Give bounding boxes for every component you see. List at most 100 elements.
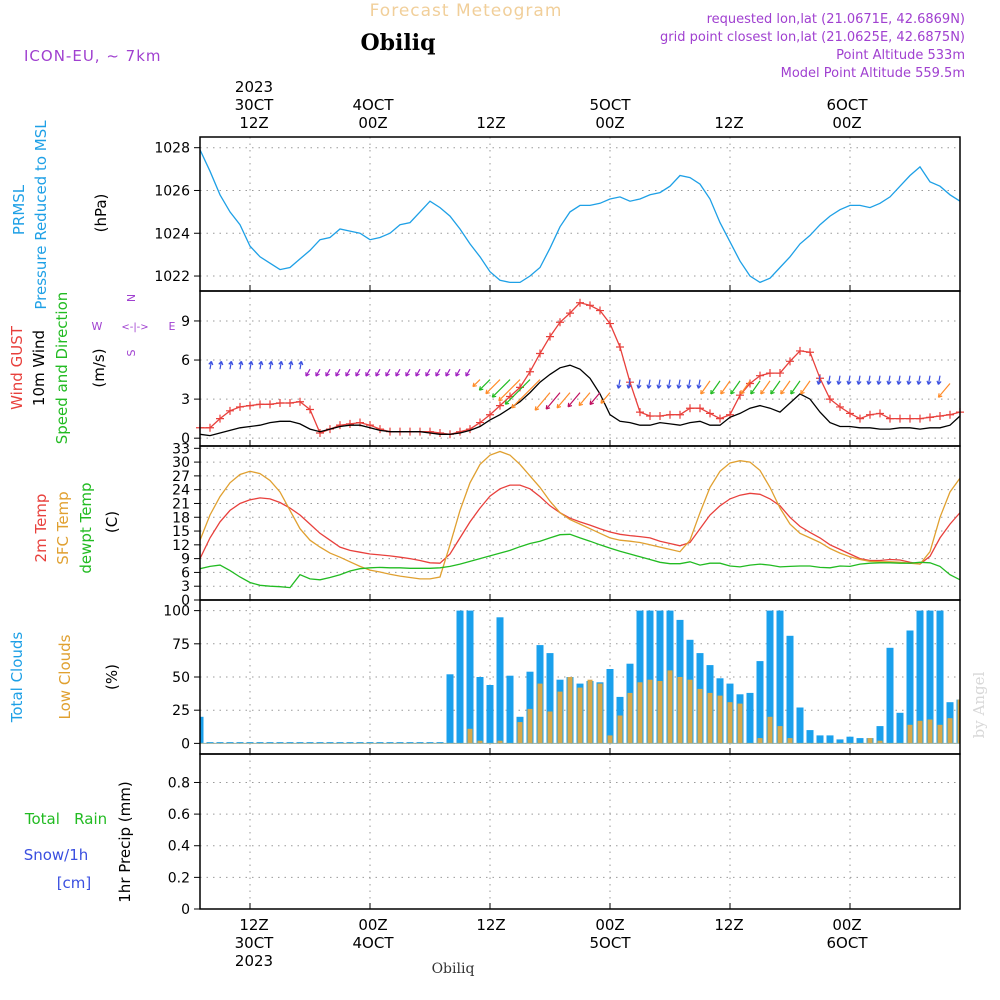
gust-point — [916, 414, 924, 423]
low-cloud-bar — [477, 740, 483, 744]
total-cloud-bar — [226, 742, 234, 744]
gust-point — [696, 404, 704, 413]
total-cloud-bar — [826, 735, 834, 744]
total-cloud-bar — [236, 742, 244, 744]
total-cloud-bar — [546, 653, 554, 744]
low-cloud-bar — [567, 677, 573, 744]
y-tick-label: 27 — [172, 469, 190, 485]
wind-direction-arrow — [478, 379, 491, 391]
total-cloud-bar — [426, 742, 434, 744]
wind-direction-arrow — [730, 380, 741, 395]
total-cloud-bar — [396, 742, 404, 744]
y-tick-label: 9 — [181, 314, 190, 330]
total-cloud-bar — [316, 742, 324, 744]
panel-frames: 1022102410261028036903691215182124273033… — [154, 136, 961, 918]
wind-direction-arrow — [375, 368, 381, 377]
top-label-5-hour: 12Z — [714, 114, 743, 132]
low-cloud-bar — [707, 692, 713, 744]
total-cloud-bar — [926, 610, 934, 744]
total-cloud-bar — [876, 726, 884, 744]
top-label-6-hour: 00Z — [832, 114, 861, 132]
gust-point — [606, 319, 614, 328]
gust-point — [926, 413, 934, 422]
wind-direction-arrow — [268, 360, 274, 370]
compass-rose: N S W E <-|-> — [92, 294, 176, 357]
wind-direction-arrow — [826, 375, 832, 385]
low-cloud-bar — [577, 687, 583, 744]
wind-direction-arrow — [666, 379, 672, 389]
wind-direction-arrow — [700, 380, 711, 395]
low-cloud-bar — [587, 679, 593, 744]
y-tick-label: 33 — [172, 441, 190, 457]
wind-direction-arrow — [315, 368, 321, 377]
series-line-dewpt-temp — [200, 533, 960, 589]
bottom-label-6-date: 6OCT — [827, 934, 869, 952]
wind-direction-arrow — [676, 379, 682, 389]
total-cloud-bar — [336, 742, 344, 744]
gust-point — [246, 401, 254, 410]
y-tick-label: 0 — [181, 902, 190, 918]
low-cloud-bar — [557, 691, 563, 744]
compass-w: W — [92, 320, 103, 333]
low-cloud-bar — [527, 708, 533, 744]
wind-direction-arrow — [937, 383, 951, 398]
bottom-label-1-hour: 12Z — [239, 916, 268, 934]
wind-direction-arrow — [626, 379, 632, 389]
y-tick-label: 1028 — [154, 141, 190, 157]
total-cloud-bar — [466, 610, 474, 744]
low-cloud-bar — [637, 682, 643, 744]
wind-direction-arrow — [656, 379, 662, 389]
wind-direction-arrow — [936, 375, 942, 385]
wind-direction-arrow — [556, 392, 571, 409]
t2m-label: 2m Temp — [32, 494, 50, 563]
cloud-unit: (%) — [103, 664, 121, 690]
gust-point — [586, 301, 594, 310]
gust-point — [346, 419, 354, 428]
wind-unit: (m/s) — [90, 348, 108, 387]
plot-layer — [196, 149, 964, 744]
wind-direction-arrow — [325, 368, 331, 377]
wind-direction-arrow — [335, 368, 341, 377]
total-cloud-bar — [856, 738, 864, 744]
gust-point — [756, 371, 764, 380]
wind-direction-arrow — [425, 368, 431, 377]
y-tick-label: 0.6 — [168, 807, 190, 823]
total-cloud-bar — [506, 675, 514, 744]
gust-point — [336, 421, 344, 430]
rain-label: Total Rain — [24, 810, 107, 828]
total-cloud-bar — [486, 685, 494, 744]
total-cloud-bar — [200, 716, 204, 744]
total-cloud-bar — [816, 735, 824, 744]
low-cloud-bar — [497, 740, 503, 744]
wind-direction-arrow — [790, 380, 801, 395]
gust-point — [826, 395, 834, 404]
gust-point — [296, 397, 304, 406]
total-cloud-bar — [776, 610, 784, 744]
y-tick-label: 9 — [181, 552, 190, 568]
wind-direction-arrow — [238, 360, 244, 370]
total-cloud-bar — [846, 736, 854, 744]
wind-direction-arrow — [511, 379, 541, 409]
low-cloud-bar — [877, 740, 883, 744]
gust-point — [766, 369, 774, 378]
gust-point — [866, 410, 874, 419]
wind-direction-arrow — [600, 392, 611, 404]
total-cloud-label: Total Clouds — [8, 632, 26, 724]
wind-direction-arrow — [305, 368, 311, 377]
wind-dir-label: Speed and Direction — [53, 292, 71, 445]
wind-direction-arrow — [926, 375, 932, 385]
total-cloud-bar — [306, 742, 314, 744]
y-tick-label: 0 — [181, 593, 190, 609]
wind-direction-arrow — [395, 368, 401, 377]
wind-direction-arrow — [846, 375, 852, 385]
wind-direction-arrow — [578, 392, 591, 407]
y-tick-label: 6 — [181, 565, 190, 581]
low-cloud-bar — [727, 702, 733, 744]
y-tick-label: 0 — [181, 431, 190, 447]
wind-label: 10m Wind — [30, 330, 48, 406]
wind-direction-arrow — [916, 375, 922, 385]
gust-point — [536, 349, 544, 358]
info-line-1: requested lon,lat (21.0671E, 42.6869N) — [707, 12, 965, 27]
total-cloud-bar — [526, 671, 534, 744]
pressure-label-2: Pressure Reduced to MSL — [32, 120, 50, 310]
